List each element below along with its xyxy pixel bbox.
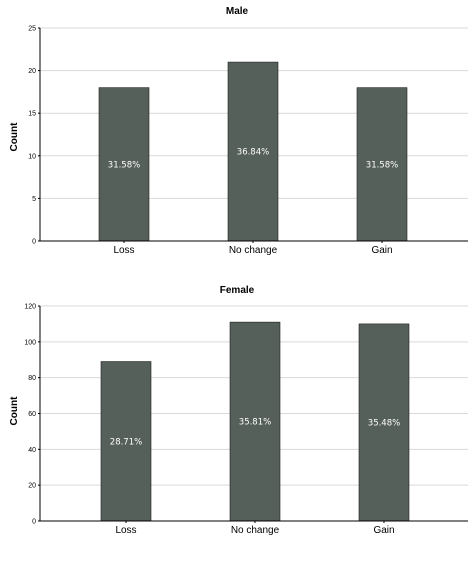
- data-label: 31.58%: [366, 160, 398, 170]
- y-tick-label: 20: [28, 68, 36, 75]
- y-tick-label: 0: [32, 519, 36, 526]
- y-tick-label: 20: [28, 483, 36, 490]
- data-label: 28.71%: [110, 437, 142, 447]
- data-label: 35.81%: [239, 418, 271, 428]
- chart-title: Male: [226, 6, 249, 17]
- x-tick-label: Loss: [115, 525, 136, 536]
- y-axis-label: Count: [9, 122, 20, 152]
- bar: [100, 361, 152, 522]
- bar: [356, 87, 408, 242]
- x-tick-label: Gain: [373, 525, 394, 536]
- bar: [358, 323, 410, 522]
- y-tick-label: 0: [32, 239, 36, 246]
- y-tick-label: 10: [28, 153, 36, 160]
- y-tick-label: 5: [32, 196, 36, 203]
- data-label: 31.58%: [108, 160, 140, 170]
- x-tick-label: Loss: [113, 245, 134, 256]
- y-tick-label: 15: [28, 111, 36, 118]
- x-tick-label: Gain: [371, 245, 392, 256]
- y-tick-label: 80: [28, 375, 36, 382]
- x-tick-label: No change: [231, 525, 280, 536]
- x-tick-label: No change: [229, 245, 278, 256]
- chart-title: Female: [220, 285, 255, 296]
- male-chart-panel: Male Count 31.58% 36.84% 31.58% 0 5 10 15 20 25…: [9, 6, 468, 256]
- data-label: 36.84%: [237, 148, 269, 158]
- y-tick-label: 60: [28, 411, 36, 418]
- y-tick-label: 100: [24, 339, 36, 346]
- bar: [229, 321, 281, 522]
- data-label: 35.48%: [368, 418, 400, 428]
- y-tick-label: 120: [24, 304, 36, 311]
- y-axis-label: Count: [9, 396, 20, 426]
- y-tick-label: 25: [28, 26, 36, 33]
- y-tick-label: 40: [28, 447, 36, 454]
- female-chart-panel: Female Count 28.71% 35.81% 35.48% 0 20 40 60 8…: [9, 285, 468, 536]
- bar: [98, 87, 150, 242]
